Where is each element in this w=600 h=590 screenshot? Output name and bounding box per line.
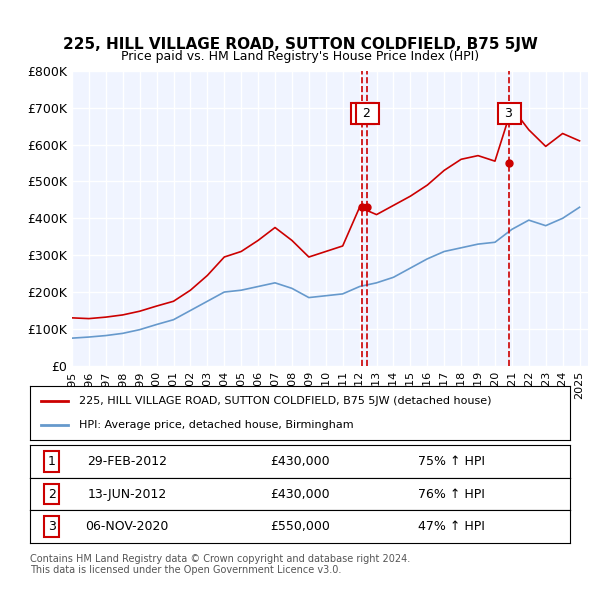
Text: 2: 2 bbox=[359, 107, 375, 120]
Text: 225, HILL VILLAGE ROAD, SUTTON COLDFIELD, B75 5JW (detached house): 225, HILL VILLAGE ROAD, SUTTON COLDFIELD… bbox=[79, 396, 491, 407]
Text: 3: 3 bbox=[47, 520, 56, 533]
Text: 75% ↑ HPI: 75% ↑ HPI bbox=[418, 455, 485, 468]
Text: £550,000: £550,000 bbox=[270, 520, 330, 533]
Text: 1: 1 bbox=[47, 455, 56, 468]
Text: 13-JUN-2012: 13-JUN-2012 bbox=[88, 487, 167, 501]
Text: 2: 2 bbox=[47, 487, 56, 501]
Text: 76% ↑ HPI: 76% ↑ HPI bbox=[418, 487, 485, 501]
Text: 225, HILL VILLAGE ROAD, SUTTON COLDFIELD, B75 5JW: 225, HILL VILLAGE ROAD, SUTTON COLDFIELD… bbox=[62, 37, 538, 52]
Text: Price paid vs. HM Land Registry's House Price Index (HPI): Price paid vs. HM Land Registry's House … bbox=[121, 50, 479, 63]
Text: 3: 3 bbox=[502, 107, 517, 120]
Text: 06-NOV-2020: 06-NOV-2020 bbox=[86, 520, 169, 533]
Text: 29-FEB-2012: 29-FEB-2012 bbox=[87, 455, 167, 468]
Text: 1: 1 bbox=[355, 107, 370, 120]
Text: £430,000: £430,000 bbox=[270, 455, 330, 468]
Text: 47% ↑ HPI: 47% ↑ HPI bbox=[418, 520, 485, 533]
Text: £430,000: £430,000 bbox=[270, 487, 330, 501]
Text: HPI: Average price, detached house, Birmingham: HPI: Average price, detached house, Birm… bbox=[79, 419, 353, 430]
Text: Contains HM Land Registry data © Crown copyright and database right 2024.
This d: Contains HM Land Registry data © Crown c… bbox=[30, 553, 410, 575]
